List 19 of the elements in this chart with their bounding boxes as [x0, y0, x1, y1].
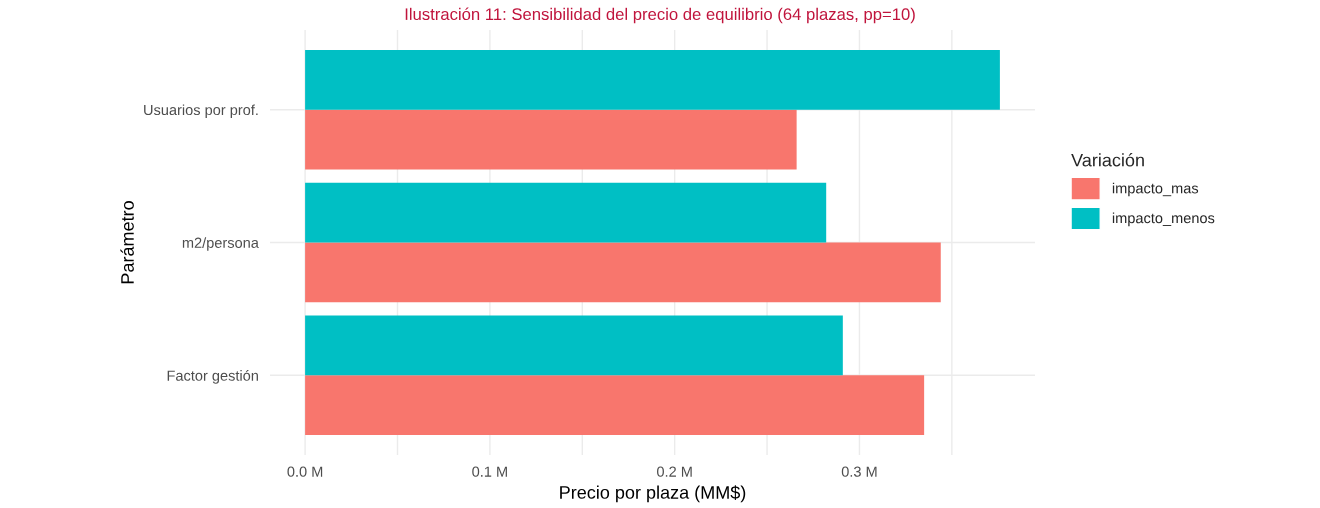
bar — [305, 315, 843, 376]
bar — [305, 49, 1000, 110]
bar — [305, 375, 925, 436]
chart-title: Ilustración 11: Sensibilidad del precio de equilibrio (64 plazas, pp=10) — [405, 7, 915, 24]
x-tick-label: 0.2 M — [657, 466, 692, 477]
x-tick-label: 0.0 M — [287, 466, 323, 477]
legend-label: impacto_menos — [1112, 212, 1215, 227]
y-axis-title: Parámetro — [120, 201, 134, 284]
bar — [305, 182, 827, 243]
y-tick-label: Usuarios por prof. — [144, 104, 258, 118]
x-tick-label: 0.1 M — [472, 466, 507, 477]
y-tick-label: m2/persona — [182, 237, 259, 251]
bar — [305, 109, 797, 170]
legend-label: impacto_mas — [1112, 182, 1199, 197]
y-tick-label: Factor gestión — [167, 369, 258, 384]
x-tick-label: 0.3 M — [841, 466, 877, 477]
legend-title: Variación — [1071, 153, 1144, 167]
bar — [305, 242, 941, 303]
x-axis-title: Precio por plaza (MM$) — [560, 485, 746, 503]
